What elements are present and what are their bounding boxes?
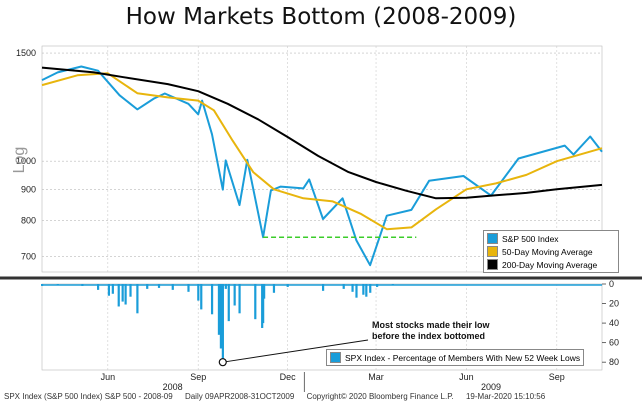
lows-legend: SPX Index - Percentage of Members With N… [326, 349, 585, 366]
lows-bar [369, 284, 372, 293]
top-panel-frame [41, 45, 603, 273]
y-tick-label: 0 [609, 279, 614, 289]
lows-bar [121, 284, 124, 302]
lows-bar [321, 284, 325, 291]
x-tick-label: Sep [549, 372, 565, 382]
lows-bar [111, 284, 114, 294]
footer: SPX Index (S&P 500 Index) S&P 500 - 2008… [4, 392, 640, 401]
annotation-line-1: Most stocks made their low [372, 320, 490, 330]
y-tick-label: 40 [609, 318, 619, 328]
price-legend: S&P 500 Index 50-Day Moving Average 200-… [483, 230, 619, 273]
x-axis: Jun Sep Dec Mar Jun Sep 2008 2009 [101, 372, 565, 392]
year-label: 2008 [163, 382, 183, 392]
lows-bar [351, 284, 354, 292]
lows-bar [97, 284, 100, 290]
x-tick-label: Sep [190, 372, 206, 382]
y-axis-label: Log [11, 147, 28, 174]
annotation [218, 339, 369, 367]
legend-label: 50-Day Moving Average [502, 246, 593, 257]
y-tick-label: 1500 [16, 48, 36, 58]
new-lows-bars [41, 284, 602, 363]
top-price-axis: 700 800 900 1000 1500 Log [11, 48, 36, 261]
grid [0, 45, 642, 371]
series-line-0 [41, 65, 603, 267]
x-tick-label: Mar [368, 372, 384, 382]
legend-item-lows: SPX Index - Percentage of Members With N… [330, 351, 580, 364]
lows-bar [221, 284, 224, 363]
lows-bar [81, 284, 84, 286]
lows-bar [286, 284, 289, 287]
footer-range: Daily 09APR2008-31OCT2009 [184, 392, 295, 401]
lows-bar [362, 284, 365, 295]
bottom-percent-axis: 0 20 40 60 80 [602, 279, 619, 367]
chart-title: How Markets Bottom (2008-2009) [125, 4, 517, 30]
legend-swatch [487, 233, 498, 244]
price-lines [41, 65, 603, 267]
x-tick-label: Dec [280, 372, 297, 382]
footer-timestamp: 19-Mar-2020 15:10:56 [465, 392, 546, 401]
year-label: 2009 [481, 382, 501, 392]
lows-bar [146, 284, 149, 289]
lows-bar [41, 284, 44, 286]
legend-label: S&P 500 Index [502, 233, 559, 244]
y-tick-label: 900 [21, 184, 36, 194]
lows-bar [197, 284, 200, 301]
lows-bar [391, 284, 394, 285]
legend-swatch [487, 259, 498, 270]
lows-bar [376, 284, 379, 287]
lows-bar [272, 284, 276, 293]
legend-swatch [487, 246, 498, 257]
annotation-line-2: before the index bottomed [372, 331, 486, 341]
y-tick-label: 700 [21, 251, 36, 261]
annotation-pointer [222, 339, 369, 363]
legend-label: 200-Day Moving Average [502, 259, 598, 270]
x-tick-label: Jun [101, 372, 116, 382]
annotation-text: Most stocks made their low before the in… [372, 320, 490, 342]
y-tick-label: 20 [609, 299, 619, 309]
footer-security: SPX Index (S&P 500 Index) S&P 500 - 2008… [4, 392, 173, 401]
legend-label: SPX Index - Percentage of Members With N… [345, 352, 581, 363]
lows-bar [56, 284, 59, 285]
series-line-2 [41, 66, 603, 200]
lows-bar [224, 284, 227, 289]
lows-bar [124, 284, 127, 305]
lows-bar [107, 284, 111, 296]
footer-copyright: Copyright© 2020 Bloomberg Finance L.P. [306, 392, 454, 401]
lows-bar [262, 284, 265, 324]
series-line-1 [41, 72, 603, 231]
lows-bar [171, 284, 174, 290]
lows-bar [200, 284, 203, 310]
lows-bar [365, 284, 368, 297]
x-tick-label: Jun [459, 372, 474, 382]
chart-canvas: 700 800 900 1000 1500 Log 0 20 40 60 80 Jun Sep Dec… [0, 45, 642, 392]
lows-bar [117, 284, 120, 307]
lows-bar [233, 284, 236, 306]
lows-bar [355, 284, 358, 298]
y-tick-label: 80 [609, 357, 619, 367]
lows-bar [238, 284, 241, 314]
lows-bar [254, 284, 257, 320]
lows-bar [129, 284, 132, 297]
lows-bar [227, 284, 230, 322]
lows-bar [157, 284, 161, 288]
legend-swatch [330, 352, 341, 363]
lows-bar [217, 284, 221, 335]
legend-item-ma50: 50-Day Moving Average [487, 245, 615, 258]
y-tick-label: 800 [21, 216, 36, 226]
lows-bar [263, 284, 266, 299]
lows-bar [342, 284, 345, 289]
legend-item-ma200: 200-Day Moving Average [487, 258, 615, 271]
y-tick-label: 1000 [16, 156, 36, 166]
y-tick-label: 60 [609, 338, 619, 348]
annotation-marker [218, 358, 227, 367]
lows-bar [187, 284, 190, 292]
lows-bar [210, 284, 214, 315]
lows-bar [136, 284, 139, 314]
legend-item-spx: S&P 500 Index [487, 232, 615, 245]
